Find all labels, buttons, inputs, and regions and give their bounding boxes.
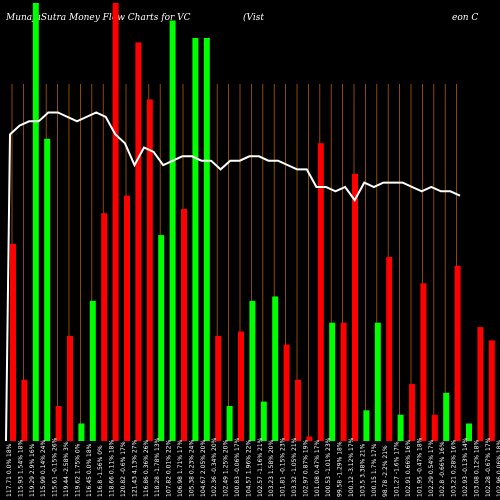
money-flow-bar (431, 414, 438, 441)
money-flow-bar (443, 392, 450, 441)
money-flow-bar (420, 283, 427, 441)
x-tick-label: 100.83 -0.06% 17% (234, 437, 241, 497)
money-flow-bar (21, 379, 28, 441)
x-tick-label: 100.12 -3.12% 17% (348, 437, 355, 497)
money-flow-bar (466, 423, 472, 441)
x-tick-label: 102.29 0.54% 17% (428, 439, 435, 497)
x-tick-label: 101.08 0.47% 17% (314, 439, 321, 497)
money-flow-bar (124, 195, 130, 441)
money-flow-bar (67, 335, 73, 441)
money-flow-bar (386, 257, 393, 441)
money-flow-bar (249, 300, 256, 441)
money-flow-bar (454, 265, 461, 441)
x-tick-label: 107.82 0.01% 22% (166, 439, 173, 497)
x-tick-label: 119.62 1.75% 0% (74, 443, 81, 497)
x-tick-label: 102.8 -0.66% 16% (439, 441, 446, 497)
money-flow-bar (283, 344, 290, 441)
money-flow-bar (329, 322, 336, 441)
money-flow-bar (112, 3, 119, 441)
x-tick-label: 100.15 1.7% 17% (371, 443, 378, 497)
x-tick-label: 104.67 2.05% 20% (200, 439, 207, 497)
x-tick-label: 106.98 1.71% 17% (177, 439, 184, 497)
x-tick-label: 105.38 0.23% 24% (188, 439, 195, 497)
x-tick-label: 118.28 -1.78% 13% (154, 437, 161, 497)
x-tick-label: 100.53 -1.01% 23% (325, 437, 332, 497)
x-tick-label: 98.78 -2.2% 21% (382, 445, 389, 497)
x-tick-label: 119.44 -2.58% 3% (63, 441, 70, 497)
bars (10, 3, 495, 442)
x-tick-label: 103.32 -1.05% 21% (291, 437, 298, 497)
x-tick-label: 116.8 -1.56% 0% (97, 445, 104, 497)
price-line-path (5, 111, 461, 442)
money-flow-bar (272, 296, 279, 441)
x-tick-label: 102.57 -1.16% 21% (257, 437, 264, 497)
money-flow-bar (340, 322, 347, 441)
x-axis-labels: 117.71 0.0% 18% 115.93 1.54% 18% 119.29 2.… (6, 437, 500, 497)
money-flow-bar (317, 143, 324, 441)
money-flow-bar (192, 38, 199, 441)
x-tick-label: 102.97 0.87% 19% (302, 439, 309, 497)
chart-title-company: eon C (452, 13, 479, 23)
x-tick-label: 103.08 0.12% 18% (473, 439, 480, 497)
money-flow-bar (203, 38, 210, 441)
money-flow-bar (397, 414, 404, 441)
x-tick-label: 119.29 2.9% 16% (29, 443, 36, 497)
money-flow-bar (158, 235, 165, 441)
x-tick-label: 115.61 -0.15% 26% (52, 437, 59, 497)
x-tick-label: 103.21 0.28% 16% (451, 439, 458, 497)
x-tick-label: 102.91 0.66% 16% (405, 439, 412, 497)
x-tick-label: 101.95 -0.47% 18% (416, 437, 423, 497)
x-tick-label: 120.82 -0.6% 17% (120, 441, 127, 497)
price-line (5, 111, 461, 442)
x-tick-label: 99.58 -1.29% 18% (337, 441, 344, 497)
money-flow-bar (10, 243, 16, 441)
money-flow-bar (238, 331, 244, 441)
money-flow-bar (226, 406, 233, 441)
x-tick-label: 101.81 -0.15% 23% (280, 437, 287, 497)
money-flow-bar (78, 423, 85, 441)
x-tick-label: 102.28 -0.67% 17% (485, 437, 492, 497)
x-tick-label: 116.86 0.36% 26% (143, 439, 150, 497)
x-tick-label: 121.43 4.13% 27% (131, 439, 138, 497)
money-flow-bar (306, 436, 313, 441)
money-flow-bar (146, 99, 153, 442)
x-tick-label: 102.49 1.25% 20% (223, 439, 230, 497)
x-tick-label: 115.99 0.14% 24% (40, 439, 47, 497)
money-flow-bar (295, 379, 301, 441)
money-flow-bar (363, 410, 370, 441)
money-flow-bar (488, 340, 495, 441)
x-tick-label: 104.57 1.96% 22% (245, 439, 252, 497)
chart-title-ticker: (Vist (243, 13, 264, 23)
money-flow-bar (55, 406, 62, 441)
money-flow-bar (135, 42, 142, 442)
money-flow-bar (101, 213, 108, 441)
money-flow-bar (409, 384, 415, 441)
x-tick-label: 118.66 0.11% 18% (109, 439, 116, 497)
x-tick-label: 102.93 -0.13% 14% (462, 437, 469, 497)
money-flow-bar (89, 300, 96, 441)
money-flow-bar (374, 322, 381, 441)
money-flow-bar (215, 335, 222, 441)
money-flow-bar (260, 401, 267, 441)
money-flow-bar (44, 138, 51, 442)
money-flow-bar (169, 20, 176, 441)
money-flow-bar (32, 3, 39, 441)
chart-title: MunafaSutra Money Flow Charts for VC (6, 13, 191, 23)
x-tick-label: 116.45 0.0% 18% (86, 443, 93, 497)
money-flow-bar (477, 327, 484, 441)
x-tick-label: 115.93 1.54% 18% (17, 439, 24, 497)
x-tick-label: 117.71 0.0% 18% (6, 443, 13, 497)
x-tick-label: 103.5 3.38% 21% (359, 443, 366, 497)
x-tick-label: 102.36 -0.34% 20% (211, 437, 218, 497)
money-flow-bar (181, 208, 187, 441)
x-tick-label: 101.27 -1.6% 17% (394, 441, 401, 497)
x-tick-label: 103.23 1.58% 20% (268, 439, 275, 497)
x-tick-label: 102.96 0.06% 18% (496, 439, 500, 497)
money-flow-bar (352, 173, 358, 442)
